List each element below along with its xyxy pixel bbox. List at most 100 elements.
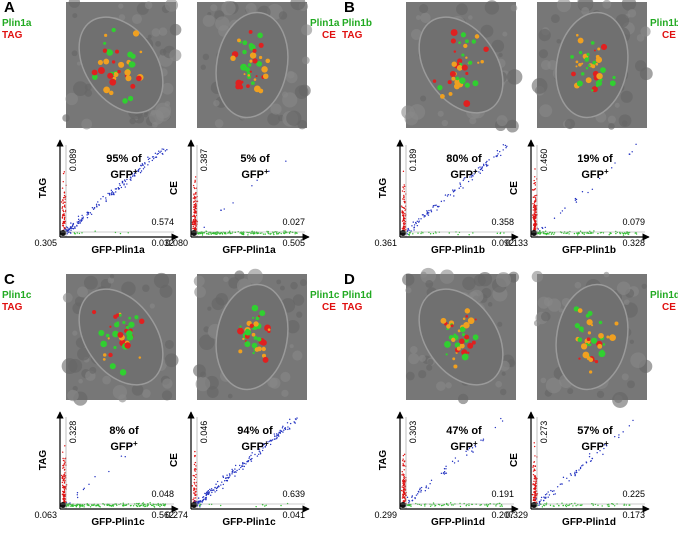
lipid-label: TAG [342, 30, 363, 41]
quadrant-upper-right: 0.191 [491, 489, 514, 499]
event-dot [482, 439, 484, 442]
event-dot [404, 493, 406, 496]
event-dot [126, 183, 128, 185]
event-dot [105, 199, 107, 201]
event-dot [402, 213, 404, 215]
event-dot [63, 481, 66, 483]
texture [107, 277, 115, 284]
event-dot [436, 209, 438, 211]
event-dot [575, 198, 578, 201]
event-dot [195, 212, 197, 214]
event-dot [403, 190, 406, 193]
event-dot [407, 233, 410, 236]
event-dot [74, 504, 76, 507]
event-dot [411, 495, 414, 497]
event-dot [622, 234, 625, 236]
texture [164, 353, 179, 368]
event-dot [66, 505, 68, 508]
event-dot [90, 213, 93, 215]
event-dot [245, 463, 247, 465]
event-dot [81, 504, 84, 506]
event-dot [63, 466, 65, 468]
event-dot [504, 144, 507, 147]
droplet [127, 95, 134, 102]
event-dot [402, 454, 405, 457]
event-dot [82, 216, 84, 218]
event-dot [205, 498, 207, 500]
droplet [102, 357, 106, 361]
droplet [597, 343, 603, 349]
event-dot [635, 232, 637, 234]
droplet [573, 306, 579, 312]
event-dot [152, 156, 154, 158]
percent-label: 57% of [577, 425, 613, 437]
event-dot [416, 220, 419, 223]
texture [84, 89, 93, 97]
droplet [612, 75, 616, 80]
droplet [575, 65, 578, 68]
droplet [254, 347, 260, 352]
gfp-text: GFP [581, 441, 604, 453]
event-dot [251, 232, 253, 234]
droplet [483, 46, 489, 52]
texture [151, 28, 161, 37]
event-dot [192, 498, 194, 501]
event-dot [192, 223, 195, 226]
event-dot [502, 149, 504, 151]
droplet [590, 41, 595, 45]
event-dot [250, 460, 253, 462]
texture [405, 287, 412, 294]
droplet [258, 42, 264, 48]
texture [495, 380, 502, 388]
event-dot [534, 176, 536, 178]
texture [641, 283, 647, 289]
event-dot [451, 460, 454, 463]
event-dot [218, 233, 221, 235]
event-dot [63, 194, 66, 197]
event-dot [463, 178, 465, 180]
event-dot [252, 232, 254, 235]
event-dot [264, 446, 266, 448]
texture [401, 105, 415, 120]
event-dot [278, 435, 280, 437]
event-dot [280, 430, 283, 432]
event-dot [462, 187, 464, 189]
event-dot [401, 474, 403, 476]
event-dot [193, 193, 195, 195]
event-dot [193, 208, 195, 211]
event-dot [444, 194, 447, 196]
droplet [98, 330, 105, 337]
event-dot [97, 201, 99, 203]
event-dot [499, 505, 501, 507]
event-dot [404, 486, 406, 488]
lipid-label: TAG [342, 302, 363, 313]
event-dot [64, 198, 66, 200]
event-dot [416, 224, 419, 227]
event-dot [253, 232, 256, 234]
event-dot [222, 475, 224, 477]
droplet [591, 89, 594, 92]
event-dot [420, 218, 422, 220]
event-dot [115, 191, 117, 193]
event-dot [155, 156, 158, 158]
event-dot [294, 233, 296, 235]
event-dot [193, 497, 195, 499]
event-dot [193, 500, 196, 502]
event-dot [238, 464, 241, 467]
event-dot [246, 461, 248, 463]
texture [630, 352, 646, 369]
event-dot [578, 469, 580, 471]
event-dot [100, 198, 102, 200]
texture [468, 15, 473, 20]
droplet [92, 74, 98, 80]
event-dot [75, 504, 77, 507]
protein-label: Plin1d [650, 290, 678, 301]
gfp-superscript: + [264, 167, 269, 176]
event-dot [195, 485, 197, 487]
event-dot [63, 490, 66, 492]
gfp-superscript: + [133, 167, 138, 176]
droplet [230, 55, 236, 61]
event-dot [480, 439, 482, 441]
quadrant-upper-left: 0.328 [68, 421, 78, 444]
event-dot [69, 502, 71, 504]
